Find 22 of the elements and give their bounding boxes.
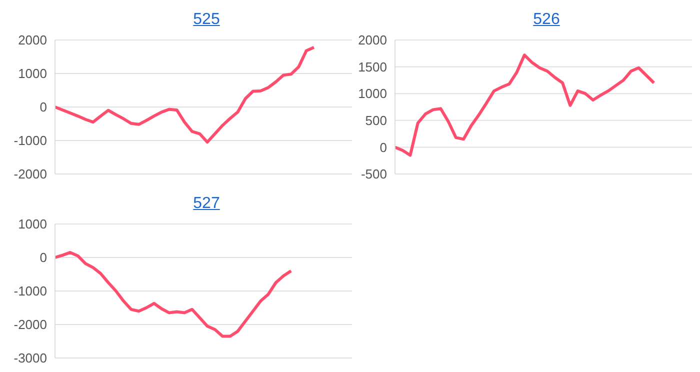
- y-tick-label: -3000: [14, 350, 47, 366]
- line-series: [394, 54, 656, 157]
- y-tick-label: 0: [40, 100, 47, 115]
- y-tick-label: 500: [365, 113, 387, 128]
- y-tick-label: 0: [380, 140, 387, 155]
- y-tick-label: 2000: [18, 32, 47, 48]
- y-tick-label: 0: [40, 250, 47, 266]
- chart-title: 525: [193, 11, 220, 28]
- line-series: [54, 250, 293, 338]
- y-tick-label: -2000: [14, 317, 47, 332]
- y-tick-label: -1000: [14, 284, 47, 299]
- line-series: [54, 46, 316, 144]
- y-tick-label: 1000: [18, 216, 47, 232]
- y-tick-label: 2000: [358, 32, 387, 48]
- y-tick-label: 1500: [358, 59, 387, 74]
- y-tick-label: 1000: [358, 86, 387, 102]
- y-tick-label: -500: [360, 166, 387, 182]
- y-tick-label: 1000: [18, 66, 47, 82]
- y-tick-label: -1000: [14, 133, 47, 148]
- chart-title: 526: [533, 11, 560, 28]
- chart-title: 527: [193, 195, 220, 212]
- y-tick-label: -2000: [14, 166, 47, 182]
